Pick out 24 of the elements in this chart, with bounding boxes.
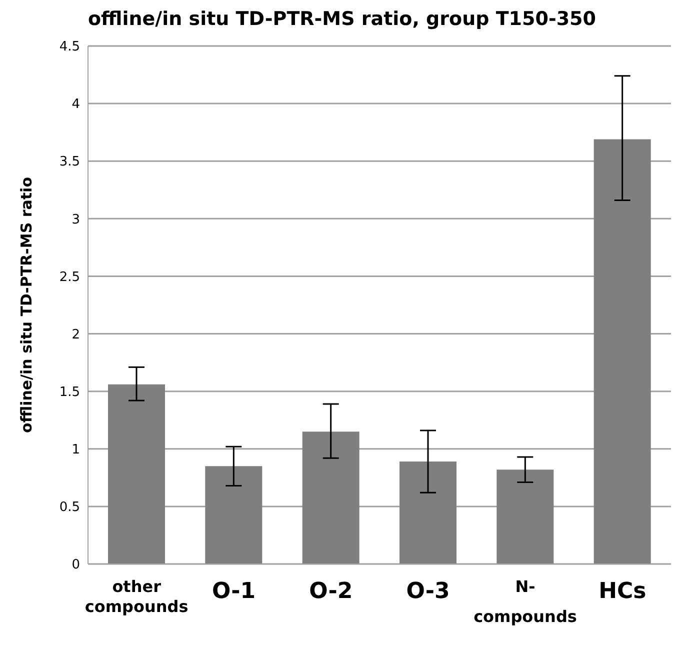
x-tick-label: N-compounds (474, 577, 577, 626)
y-tick-label: 4.5 (59, 40, 80, 55)
y-axis-title: offline/in situ TD-PTR-MS ratio (17, 177, 36, 433)
bar (108, 384, 165, 564)
chart-title: offline/in situ TD-PTR-MS ratio, group T150-350 (86, 8, 597, 30)
y-tick-label: 4 (72, 97, 80, 112)
x-tick-label: O-1 (212, 579, 256, 604)
bar (594, 139, 651, 564)
y-tick-label: 0 (72, 558, 80, 573)
bar (205, 466, 262, 564)
y-tick-label: 3 (72, 212, 80, 228)
y-tick-label: 1.5 (59, 384, 80, 400)
y-tick-label: 2 (72, 327, 80, 342)
x-tick-label: other compounds (84, 577, 188, 616)
bar (400, 462, 456, 564)
y-tick-label: 1 (72, 442, 80, 458)
x-tick-label: O-2 (309, 579, 353, 604)
bar (496, 470, 554, 564)
x-tick-label: O-3 (406, 579, 450, 604)
y-tick-label: 0.5 (59, 500, 80, 516)
y-tick-label: 3.5 (59, 154, 80, 170)
bar (302, 432, 360, 564)
y-tick-label: 2.5 (59, 270, 80, 285)
x-tick-label: HCs (598, 579, 646, 604)
